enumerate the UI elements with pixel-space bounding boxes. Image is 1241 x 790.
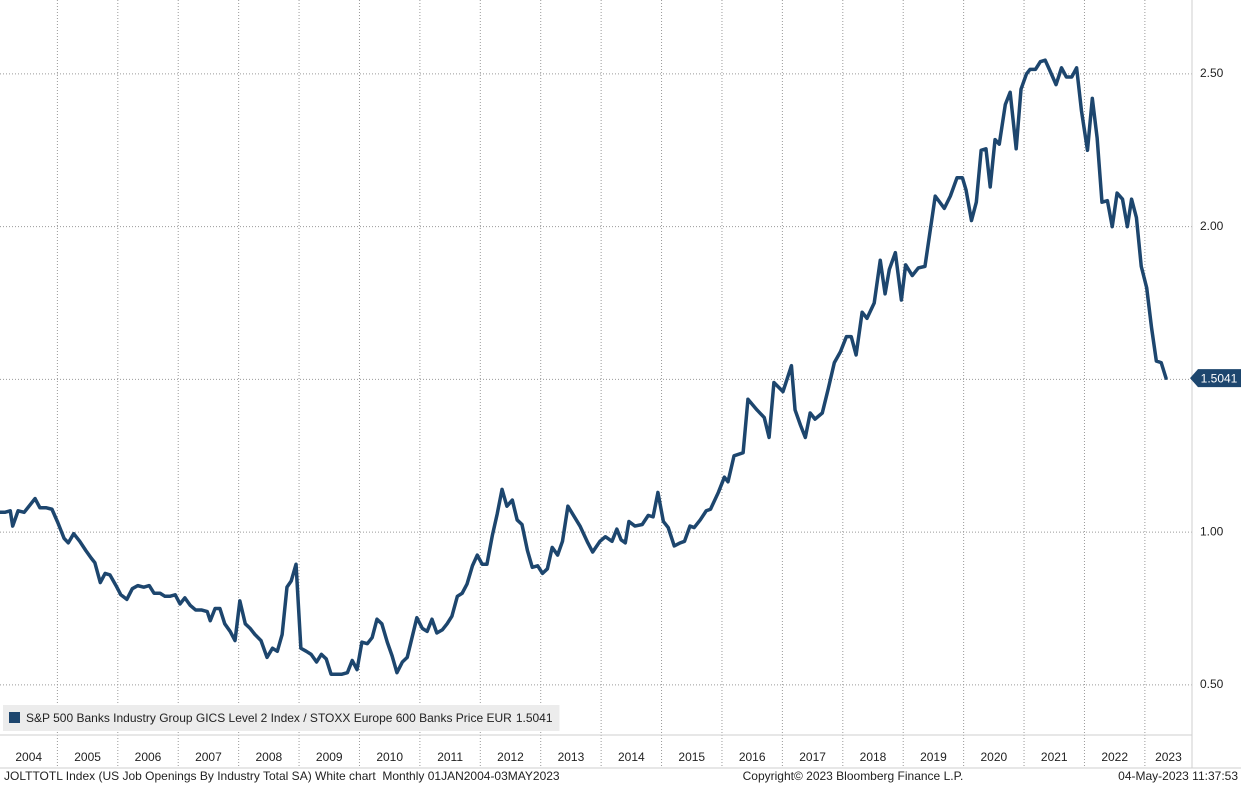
legend-swatch — [9, 712, 20, 723]
x-tick-label: 2011 — [437, 750, 463, 764]
x-tick-label: 2013 — [558, 750, 585, 764]
y-tick-label: 1.00 — [1200, 524, 1224, 538]
y-tick-label: 2.50 — [1200, 66, 1224, 80]
x-tick-label: 2020 — [980, 750, 1007, 764]
x-tick-label: 2006 — [135, 750, 162, 764]
x-tick-label: 2016 — [739, 750, 766, 764]
source-note: JOLTTOTL Index (US Job Openings By Indus… — [4, 769, 560, 783]
y-tick-label: 0.50 — [1200, 677, 1224, 691]
x-tick-label: 2005 — [74, 750, 101, 764]
x-tick-label: 2012 — [497, 750, 524, 764]
x-tick-label: 2019 — [920, 750, 947, 764]
x-tick-label: 2009 — [316, 750, 343, 764]
x-tick-label: 2023 — [1155, 750, 1182, 764]
legend-box — [3, 705, 560, 731]
x-tick-label: 2004 — [15, 750, 42, 764]
timestamp: 04-May-2023 11:37:53 — [1118, 769, 1238, 783]
legend-text: S&P 500 Banks Industry Group GICS Level … — [26, 711, 553, 725]
x-tick-label: 2015 — [678, 750, 705, 764]
grid-layer: 0.501.001.502.002.5020042005200620072008… — [0, 0, 1224, 768]
x-tick-label: 2018 — [860, 750, 887, 764]
label-layer: 1.5041 S&P 500 Banks Industry Group GICS … — [3, 369, 1241, 731]
x-tick-label: 2007 — [195, 750, 222, 764]
line-layer — [0, 58, 1168, 676]
last-value-label: 1.5041 — [1201, 371, 1238, 385]
x-tick-label: 2021 — [1041, 750, 1068, 764]
legend-last-value: 1.5041 — [516, 711, 553, 725]
x-tick-label: 2014 — [618, 750, 645, 764]
x-tick-label: 2017 — [799, 750, 826, 764]
x-tick-label: 2008 — [255, 750, 282, 764]
x-tick-label: 2010 — [376, 750, 403, 764]
y-tick-label: 2.00 — [1200, 219, 1224, 233]
series-line — [0, 58, 1168, 676]
copyright: Copyright© 2023 Bloomberg Finance L.P. — [743, 769, 964, 783]
last-value-tag — [1190, 369, 1241, 388]
legend-name: S&P 500 Banks Industry Group GICS Level … — [26, 711, 512, 725]
x-tick-label: 2022 — [1101, 750, 1128, 764]
